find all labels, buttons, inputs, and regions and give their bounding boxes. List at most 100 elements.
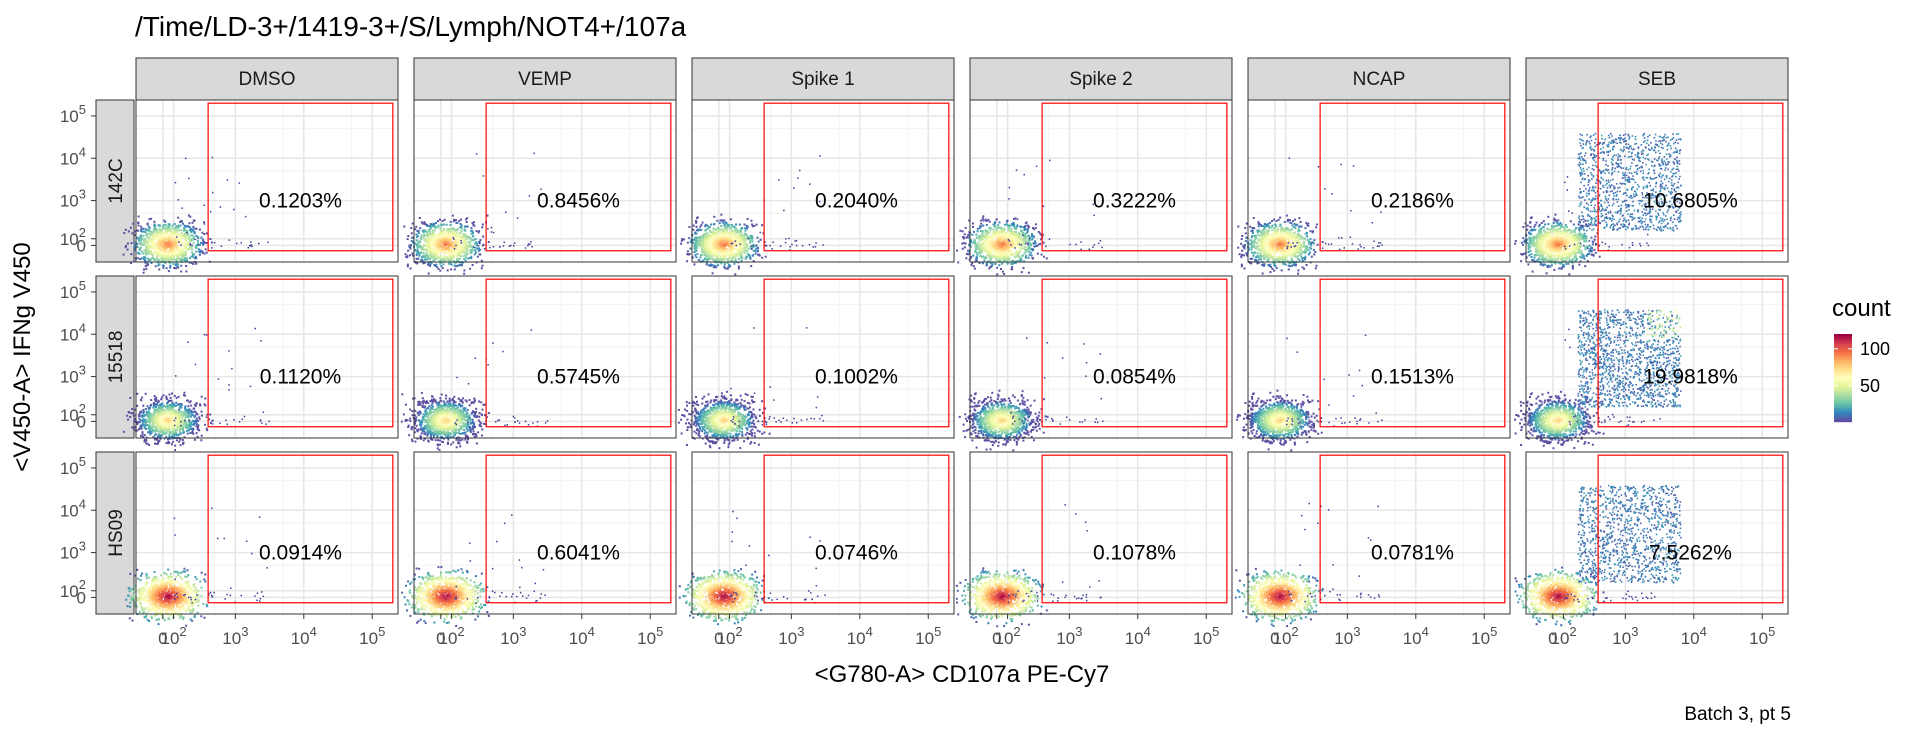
density-cell bbox=[154, 229, 157, 232]
density-cell bbox=[1011, 254, 1014, 256]
density-cell bbox=[145, 246, 148, 249]
density-cell bbox=[426, 239, 429, 242]
density-cell bbox=[992, 237, 995, 240]
density-cell bbox=[998, 252, 1001, 254]
event-dot bbox=[1027, 243, 1029, 246]
density-cell bbox=[975, 251, 978, 254]
density-cell bbox=[734, 228, 737, 231]
density-cell bbox=[435, 263, 438, 266]
density-cell bbox=[742, 247, 745, 250]
density-cell bbox=[741, 251, 744, 254]
density-cell bbox=[156, 235, 158, 238]
density-cell bbox=[186, 259, 188, 262]
density-cell bbox=[168, 252, 171, 255]
density-cell bbox=[151, 247, 154, 250]
density-cell bbox=[1282, 245, 1285, 247]
density-cell bbox=[1294, 264, 1297, 267]
density-cell bbox=[703, 233, 706, 236]
event-dot bbox=[1286, 245, 1289, 248]
event-dot bbox=[1018, 243, 1021, 246]
density-cell bbox=[997, 226, 1000, 229]
density-cell bbox=[957, 261, 960, 264]
density-cell bbox=[1273, 237, 1275, 240]
density-cell bbox=[1249, 239, 1252, 242]
density-cell bbox=[1282, 243, 1285, 246]
density-cell bbox=[170, 253, 173, 256]
density-cell bbox=[1300, 245, 1303, 248]
density-cell bbox=[986, 238, 989, 240]
density-cell bbox=[148, 246, 151, 249]
density-cell bbox=[451, 244, 453, 247]
density-cell bbox=[692, 242, 695, 244]
density-cell bbox=[1259, 258, 1262, 261]
density-cell bbox=[1009, 240, 1012, 243]
density-cell bbox=[444, 246, 447, 249]
density-cell bbox=[1007, 226, 1010, 229]
density-cell bbox=[459, 254, 461, 257]
density-cell bbox=[459, 222, 462, 225]
event-dot bbox=[1014, 247, 1016, 249]
density-cell bbox=[1282, 253, 1285, 256]
density-cell bbox=[1308, 240, 1310, 243]
density-cell bbox=[1268, 251, 1271, 254]
density-cell bbox=[455, 236, 458, 239]
density-cell bbox=[456, 235, 459, 238]
density-cell bbox=[157, 231, 160, 234]
density-cell bbox=[705, 246, 708, 249]
density-cell bbox=[1029, 247, 1032, 250]
density-cell bbox=[715, 257, 718, 260]
density-cell bbox=[724, 241, 727, 244]
density-cell bbox=[1014, 248, 1017, 250]
density-cell bbox=[184, 245, 187, 248]
density-cell bbox=[995, 240, 998, 243]
density-cell bbox=[1283, 228, 1285, 231]
density-cell bbox=[447, 262, 450, 265]
density-cell bbox=[1024, 228, 1027, 231]
density-cell bbox=[718, 247, 721, 250]
density-cell bbox=[718, 237, 721, 240]
event-dot bbox=[211, 156, 214, 159]
density-cell bbox=[1273, 261, 1276, 264]
density-cell bbox=[986, 250, 989, 253]
density-cell bbox=[458, 263, 461, 266]
density-cell bbox=[1288, 240, 1291, 243]
density-cell bbox=[1275, 237, 1278, 240]
event-dot bbox=[513, 245, 515, 247]
density-cell bbox=[434, 254, 437, 257]
density-cell bbox=[730, 223, 733, 226]
density-cell bbox=[712, 266, 715, 269]
density-cell bbox=[1293, 226, 1296, 229]
density-cell bbox=[731, 253, 734, 256]
density-cell bbox=[462, 251, 465, 253]
density-cell bbox=[1280, 234, 1283, 237]
density-cell bbox=[1012, 221, 1015, 224]
density-cell bbox=[981, 234, 984, 237]
density-cell bbox=[1002, 253, 1005, 256]
density-cell bbox=[746, 249, 749, 252]
density-cell bbox=[976, 236, 979, 239]
density-cell bbox=[734, 244, 737, 247]
density-cell bbox=[1010, 231, 1013, 234]
density-cell bbox=[1023, 249, 1026, 252]
density-cell bbox=[470, 227, 473, 230]
density-cell bbox=[1249, 243, 1252, 246]
density-cell bbox=[1538, 247, 1540, 250]
density-cell bbox=[418, 217, 421, 219]
density-cell bbox=[745, 242, 748, 245]
density-cell bbox=[426, 234, 429, 236]
density-cell bbox=[1269, 254, 1272, 256]
event-dot bbox=[808, 243, 811, 246]
density-cell bbox=[729, 251, 732, 254]
density-cell bbox=[743, 223, 746, 226]
density-cell bbox=[731, 234, 734, 237]
density-cell bbox=[998, 238, 1001, 241]
density-cell bbox=[729, 247, 732, 249]
density-cell bbox=[160, 231, 163, 234]
density-cell bbox=[191, 221, 194, 224]
density-cell bbox=[1273, 239, 1276, 242]
density-cell bbox=[728, 252, 731, 255]
density-cell bbox=[1299, 221, 1302, 223]
density-cell bbox=[1260, 240, 1262, 243]
density-cell bbox=[170, 243, 172, 246]
event-dot bbox=[460, 242, 463, 244]
